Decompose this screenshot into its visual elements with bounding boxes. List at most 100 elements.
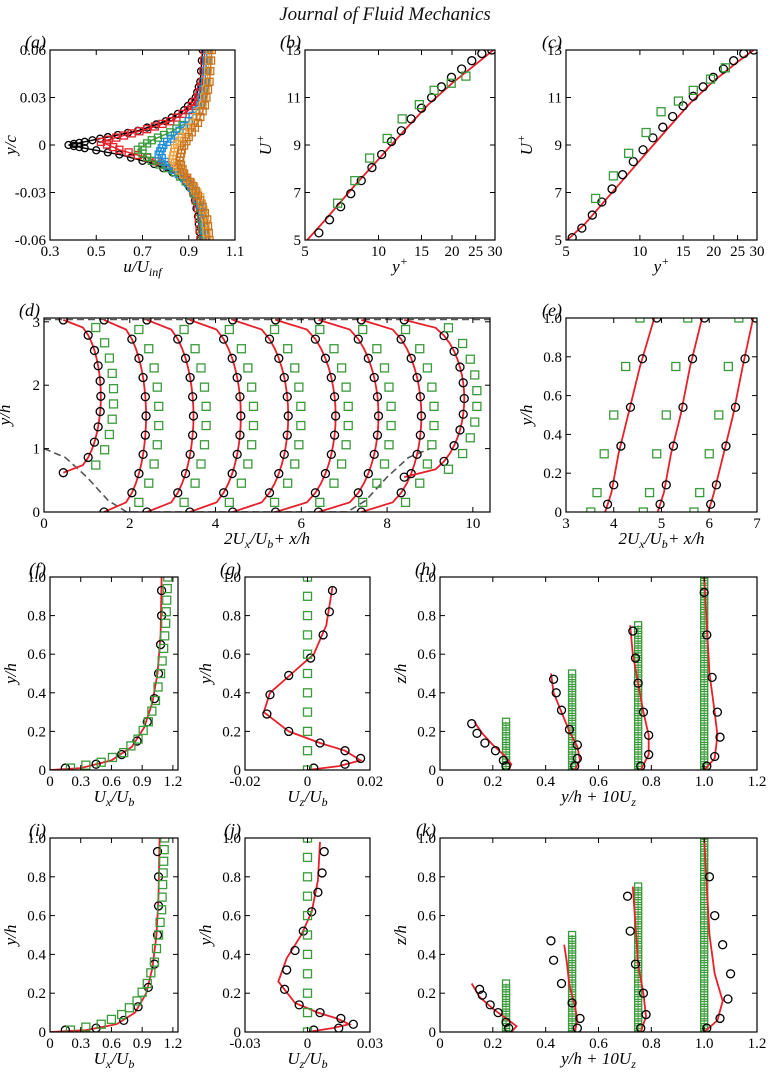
x-tick-label: 30 [488,244,503,260]
model-point [158,868,168,878]
model-point [149,459,159,469]
model-point [567,1027,577,1032]
model-point [160,838,170,843]
reference-point [472,728,482,738]
model-point [472,386,482,396]
reference-point [187,392,198,402]
wake-point [196,196,205,205]
wake-point [206,66,215,76]
model-point [700,679,709,688]
model-point [700,872,709,881]
model-point [567,964,577,974]
reference-point [636,761,646,770]
reference-point [625,402,636,412]
model-point [700,940,709,949]
model-point [700,916,709,925]
y-tick-label: 0.4 [222,947,241,963]
model-point [161,607,171,617]
reference-point [334,1023,344,1032]
reference-point [616,441,626,451]
x-tick-label: 10 [632,244,647,260]
model-point [501,984,511,993]
model-point [341,382,351,392]
model-point [700,993,709,1003]
reference-point [93,422,103,432]
model-point [400,497,411,508]
wake-point [88,136,97,145]
model-point [302,726,313,737]
x-tick-label: -0.02 [229,774,260,790]
reference-point [262,709,272,719]
reference-point [396,334,406,344]
reference-point [282,965,292,975]
x-axis-label: Uz /Ub [287,1049,327,1071]
reference-point [264,334,275,344]
panel-label: (f) [29,559,46,580]
model-point [567,751,577,760]
reference-point [725,969,736,979]
model-point [501,993,511,1003]
model-point [700,616,709,625]
model-point [700,955,709,964]
model-point [384,440,394,450]
model-point [341,440,351,450]
model-point [157,879,168,890]
reference-point [270,318,281,325]
reference-point [320,468,331,479]
model-point [633,969,643,978]
model-point [705,74,716,84]
model-point [700,1008,709,1017]
model-point [283,344,293,354]
x-tick-label: 0.02 [357,774,383,790]
reference-point [340,746,350,756]
reference-point [715,732,725,742]
model-point [243,459,253,469]
wake-point [182,137,191,146]
simulation-line [563,944,579,1032]
profile-line [189,319,242,512]
model-point [91,322,101,333]
reference-point [127,488,137,498]
x-tick-label: 4 [610,516,618,532]
model-point [269,324,280,335]
model-point [633,882,643,891]
model-point [415,344,425,354]
wake-point [127,129,136,138]
reference-point [185,318,195,325]
model-point [107,368,117,379]
y-tick-label: 0.8 [417,870,436,886]
reference-point [688,91,698,101]
panel-label: (b) [280,32,301,53]
reference-point [572,1023,583,1032]
reference-point [655,499,665,509]
y-tick-label: 0.2 [27,986,46,1002]
simulation-line [604,318,656,512]
model-point [641,127,651,138]
model-point [443,323,454,333]
model-point [153,930,164,940]
reference-point [487,50,495,55]
model-point [501,979,511,988]
wake-point [178,165,187,174]
wake-point [175,126,184,135]
model-point [126,741,136,751]
panel-d: 0 2 4 6 8 10 0 1 2 3(d) 2Ux /Ub + x/h y/h [0,300,491,551]
model-point [700,698,709,707]
model-point [700,707,709,717]
x-axis-label: Ux /Ub [94,1049,135,1071]
model-point [633,1008,643,1017]
x-tick-label: 1.1 [226,244,245,260]
model-point [633,756,643,765]
plot-area-j [277,838,358,1032]
reference-point [142,318,152,325]
model-point [621,361,631,372]
plot-area-b [305,50,495,240]
reference-point [406,353,416,363]
x-tick-label: 0.3 [71,774,90,790]
model-point [379,363,390,373]
y-tick-label: 0.8 [543,350,562,366]
x-tick-label: 15 [414,244,429,260]
model-point [397,114,407,124]
reference-point [638,988,649,998]
